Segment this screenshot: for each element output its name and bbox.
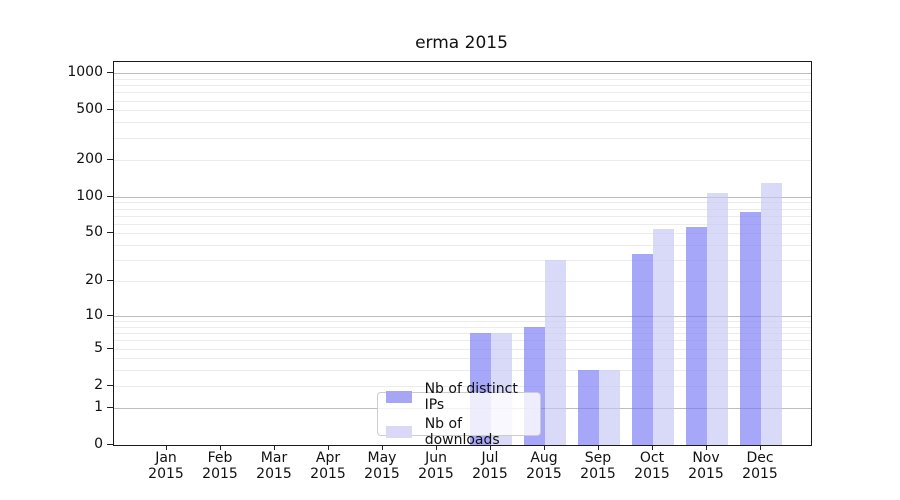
gridline-minor [114, 209, 811, 210]
y-tick-mark [107, 280, 113, 281]
gridline-minor [114, 110, 811, 111]
bar-distinct-ips [632, 253, 653, 445]
y-tick-label: 100 [76, 188, 103, 204]
y-tick-label: 0 [94, 436, 103, 452]
legend-swatch-downloads [386, 425, 412, 438]
legend: Nb of distinct IPs Nb of downloads [377, 381, 541, 448]
y-tick-mark [107, 407, 113, 408]
bar-distinct-ips [578, 370, 599, 445]
gridline-minor [114, 160, 811, 161]
gridline-minor [114, 101, 811, 102]
gridline-major [114, 73, 811, 74]
gridline-minor [114, 370, 811, 371]
y-tick-mark [107, 315, 113, 316]
legend-label-distinct-ips: Nb of distinct IPs [424, 380, 518, 413]
bar-downloads [545, 260, 566, 445]
y-tick-label: 1000 [67, 64, 103, 80]
gridline-minor [114, 340, 811, 341]
x-tick-mark [598, 445, 599, 450]
gridline-minor [114, 122, 811, 123]
x-tick-label: Feb 2015 [202, 450, 238, 482]
chart-title: erma 2015 [415, 33, 508, 53]
gridline-minor [114, 333, 811, 334]
y-tick-mark [107, 348, 113, 349]
gridline-minor [114, 202, 811, 203]
x-tick-mark [220, 445, 221, 450]
x-tick-label: Jul 2015 [472, 450, 508, 482]
gridline-minor [114, 358, 811, 359]
y-tick-mark [107, 109, 113, 110]
gridline-minor [114, 138, 811, 139]
gridline-minor [114, 79, 811, 80]
x-tick-label: Oct 2015 [634, 450, 670, 482]
gridline-minor [114, 92, 811, 93]
gridline-minor [114, 233, 811, 234]
x-tick-mark [436, 445, 437, 450]
y-tick-label: 10 [85, 307, 103, 323]
gridline-minor [114, 245, 811, 246]
gridline-major [114, 316, 811, 317]
x-tick-mark [382, 445, 383, 450]
gridline-minor [114, 224, 811, 225]
bar-downloads [707, 193, 728, 445]
x-tick-label: Apr 2015 [310, 450, 346, 482]
x-tick-label: Sep 2015 [580, 450, 616, 482]
gridline-minor [114, 327, 811, 328]
gridline-minor [114, 216, 811, 217]
y-tick-label: 200 [76, 151, 103, 167]
x-tick-mark [490, 445, 491, 450]
y-tick-label: 2 [94, 377, 103, 393]
y-tick-label: 1 [94, 399, 103, 415]
gridline-minor [114, 321, 811, 322]
x-tick-label: Jun 2015 [418, 450, 454, 482]
gridline-major [114, 197, 811, 198]
gridline-minor [114, 349, 811, 350]
gridline-minor [114, 260, 811, 261]
legend-swatch-distinct-ips [386, 390, 412, 403]
legend-label-downloads: Nb of downloads [424, 415, 500, 448]
bar-distinct-ips [740, 211, 761, 445]
x-tick-label: Mar 2015 [256, 450, 292, 482]
x-tick-mark [544, 445, 545, 450]
x-tick-mark [760, 445, 761, 450]
x-tick-label: Jan 2015 [148, 450, 184, 482]
x-tick-label: Dec 2015 [742, 450, 778, 482]
x-tick-mark [166, 445, 167, 450]
y-tick-label: 500 [76, 101, 103, 117]
y-tick-mark [107, 72, 113, 73]
bar-distinct-ips [686, 227, 707, 445]
y-tick-label: 20 [85, 272, 103, 288]
legend-item-downloads: Nb of downloads [386, 416, 540, 448]
y-tick-mark [107, 232, 113, 233]
x-tick-mark [706, 445, 707, 450]
x-tick-mark [274, 445, 275, 450]
bar-downloads [653, 229, 674, 445]
x-tick-mark [652, 445, 653, 450]
y-tick-mark [107, 159, 113, 160]
bar-downloads [599, 370, 620, 445]
x-tick-label: Nov 2015 [688, 450, 724, 482]
y-tick-mark [107, 444, 113, 445]
x-tick-label: May 2015 [364, 450, 400, 482]
y-tick-mark [107, 385, 113, 386]
y-tick-label: 50 [85, 224, 103, 240]
bar-downloads [761, 183, 782, 445]
y-tick-mark [107, 196, 113, 197]
legend-item-distinct-ips: Nb of distinct IPs [386, 381, 540, 413]
gridline-minor [114, 386, 811, 387]
y-tick-label: 5 [94, 340, 103, 356]
x-tick-mark [328, 445, 329, 450]
x-tick-label: Aug 2015 [526, 450, 562, 482]
gridline-minor [114, 85, 811, 86]
gridline-minor [114, 281, 811, 282]
